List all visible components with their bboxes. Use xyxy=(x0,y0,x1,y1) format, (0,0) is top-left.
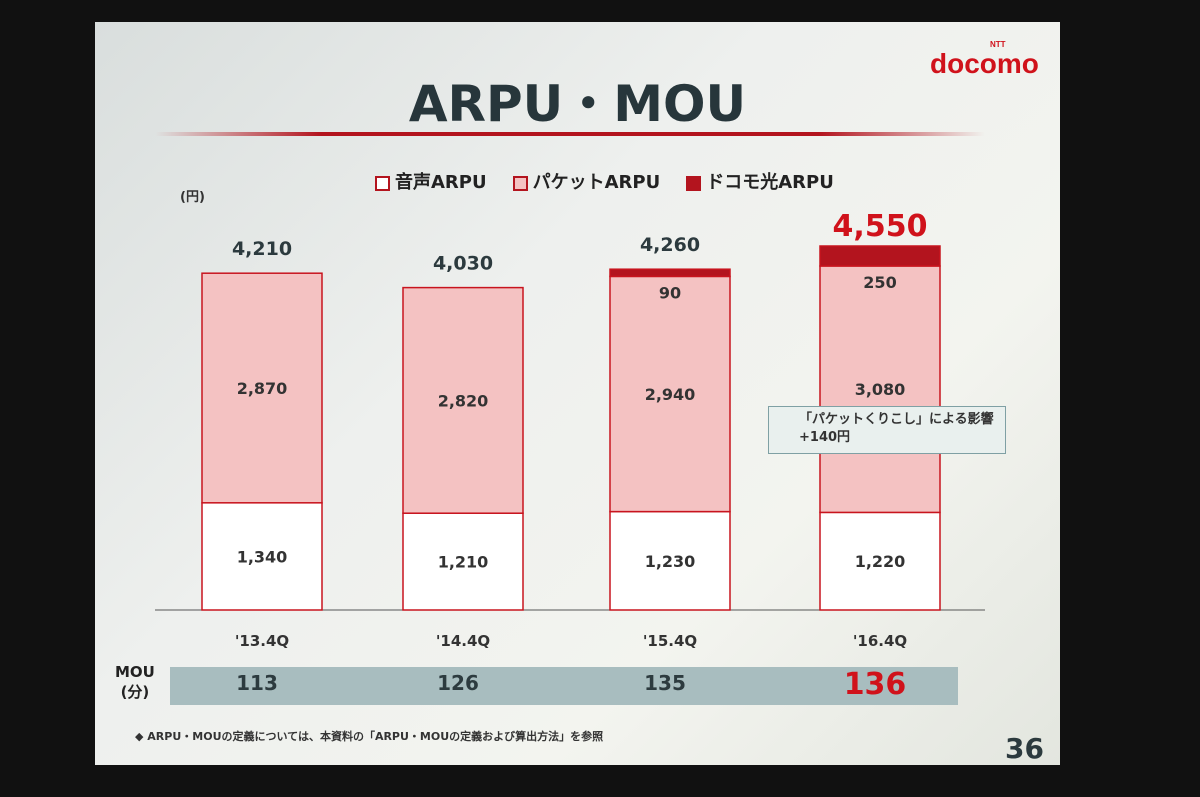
bar-segment xyxy=(201,272,323,504)
data-label: 1,210 xyxy=(438,553,489,572)
mou-value: 135 xyxy=(644,671,686,695)
mou-value: 113 xyxy=(236,671,278,695)
category-label: '13.4Q xyxy=(235,632,289,650)
mou-label: MOU (分) xyxy=(115,662,155,702)
legend-voice: 音声ARPU xyxy=(375,168,487,194)
legend-swatch xyxy=(375,175,390,191)
footnote: ◆ ARPU・MOUの定義については、本資料の「ARPU・MOUの定義および算出… xyxy=(135,730,604,743)
chart: 1,340 2,870 4,210 '13.4Q 1,210 2,820 4,030 '14.… xyxy=(155,209,985,650)
legend-swatch xyxy=(686,175,702,191)
data-label: 2,820 xyxy=(438,391,489,410)
data-label: 1,230 xyxy=(645,552,696,571)
bar-segment xyxy=(201,502,323,611)
callout-line2: +140円 xyxy=(799,430,851,445)
docomo-logo: NTT docomo xyxy=(930,40,1039,80)
legend-swatch xyxy=(512,175,528,191)
slide: ARPU・MOU NTT docomo 音声ARPU パケットARPU ドコモ光A… xyxy=(95,22,1060,765)
logo-ntt: NTT xyxy=(990,40,1006,49)
mou-label-2: (分) xyxy=(120,683,150,701)
page-number: 36 xyxy=(1005,732,1044,765)
legend: 音声ARPU パケットARPU ドコモ光ARPU xyxy=(375,168,834,194)
category-label: '14.4Q xyxy=(436,632,490,650)
legend-packet: パケットARPU xyxy=(512,168,661,194)
total-label: 4,550 xyxy=(833,209,928,244)
callout: 「パケットくりこし」による影響 +140円 xyxy=(768,406,1006,454)
mou-value: 126 xyxy=(437,671,479,695)
mou-value-highlight: 136 xyxy=(843,667,907,702)
legend-label: ドコモ光ARPU xyxy=(706,172,834,193)
logo-text: docomo xyxy=(930,48,1039,79)
legend-hikari: ドコモ光ARPU xyxy=(686,168,834,194)
slide-title: ARPU・MOU xyxy=(408,75,747,133)
bar-segment xyxy=(819,511,941,611)
bar-segment xyxy=(402,512,524,611)
bar-segment xyxy=(609,275,731,513)
total-label: 4,030 xyxy=(433,253,493,275)
data-label: 250 xyxy=(863,273,896,292)
data-label: 1,340 xyxy=(237,547,288,566)
data-label: 90 xyxy=(659,283,681,302)
total-label: 4,260 xyxy=(640,234,700,256)
legend-label: パケットARPU xyxy=(532,172,661,193)
callout-line1: 「パケットくりこし」による影響 xyxy=(799,412,994,427)
bar-segment xyxy=(402,286,524,514)
bar-segment xyxy=(819,265,941,514)
data-label: 2,870 xyxy=(237,379,288,398)
bar-segment xyxy=(609,510,731,611)
data-label: 2,940 xyxy=(645,385,696,404)
mou-bar: 113 126 135 136 xyxy=(170,667,958,705)
mou-label-1: MOU xyxy=(115,663,155,681)
title-rule xyxy=(155,132,985,136)
data-label: 1,220 xyxy=(855,552,906,571)
bar-segment xyxy=(609,268,731,278)
data-label: 3,080 xyxy=(855,380,906,399)
category-label: '15.4Q xyxy=(643,632,697,650)
bar-segment xyxy=(819,245,941,267)
category-label: '16.4Q xyxy=(853,632,907,650)
y-unit: (円) xyxy=(180,190,205,205)
total-label: 4,210 xyxy=(232,238,292,260)
legend-label: 音声ARPU xyxy=(395,172,487,193)
